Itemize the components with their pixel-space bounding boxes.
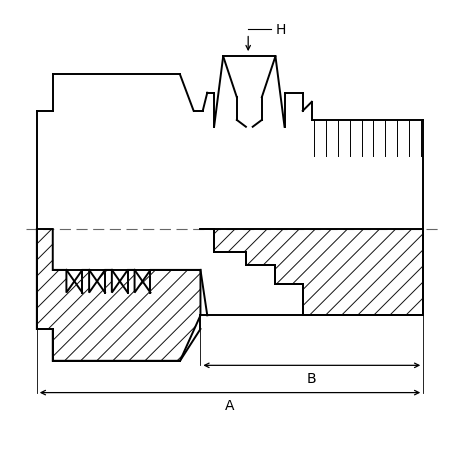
Text: B: B (306, 371, 316, 385)
Text: H: H (275, 23, 285, 37)
Text: A: A (225, 398, 234, 412)
